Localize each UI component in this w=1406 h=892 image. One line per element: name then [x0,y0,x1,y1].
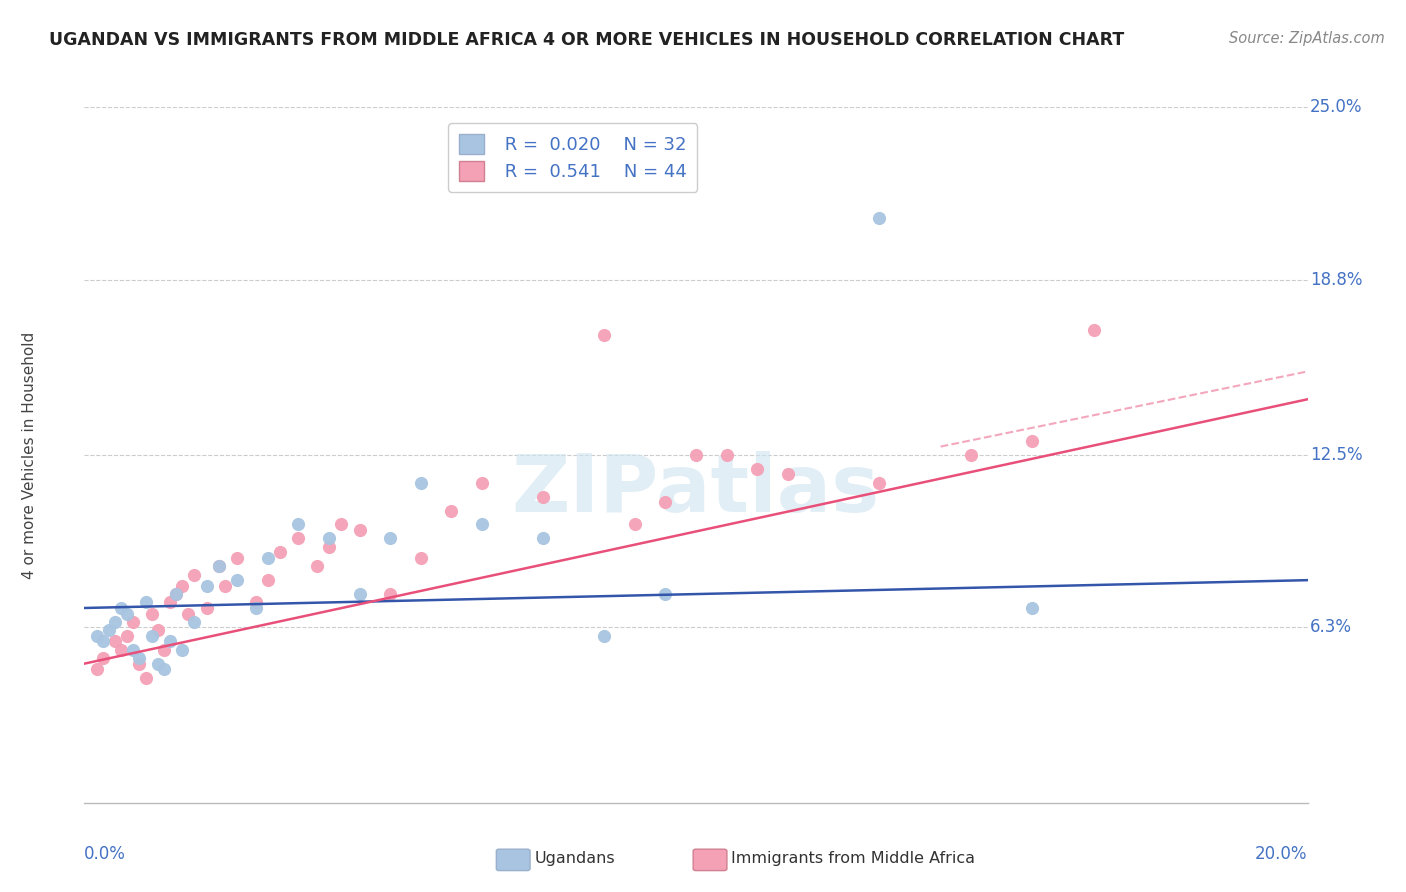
Point [776,467,799,482]
Point [1021,601,1043,615]
Point [409,550,432,565]
Point [226,573,249,587]
Text: ZIPatlas: ZIPatlas [512,450,880,529]
Point [257,573,280,587]
Point [91,634,114,648]
Point [245,601,267,615]
Point [440,503,463,517]
Point [208,559,231,574]
Point [869,475,891,490]
Text: 0.0%: 0.0% [84,845,127,863]
Text: 6.3%: 6.3% [1310,618,1353,637]
Point [349,587,371,601]
Point [624,517,647,532]
Point [146,657,169,671]
Point [380,587,402,601]
Point [135,671,157,685]
Point [122,615,145,629]
Point [471,475,494,490]
Point [409,475,432,490]
Point [531,490,554,504]
Point [654,587,676,601]
Text: 25.0%: 25.0% [1310,98,1362,116]
Point [146,624,169,638]
Point [269,545,291,559]
Point [91,651,114,665]
Point [183,615,205,629]
Point [245,595,267,609]
Point [153,662,176,676]
Point [128,657,150,671]
Text: 18.8%: 18.8% [1310,270,1362,289]
Point [287,517,309,532]
Point [97,624,120,638]
Point [318,540,340,554]
Point [135,595,157,609]
Point [593,629,616,643]
Point [141,629,163,643]
Point [318,532,340,546]
Point [122,642,145,657]
Point [165,587,187,601]
Point [226,550,249,565]
Point [110,642,132,657]
Point [960,448,983,462]
Text: 12.5%: 12.5% [1310,446,1362,464]
Point [128,651,150,665]
Point [257,550,280,565]
Point [1083,323,1105,337]
Point [153,642,176,657]
Point [208,559,231,574]
Point [159,595,181,609]
Point [104,615,127,629]
Point [195,601,218,615]
Text: UGANDAN VS IMMIGRANTS FROM MIDDLE AFRICA 4 OR MORE VEHICLES IN HOUSEHOLD CORRELA: UGANDAN VS IMMIGRANTS FROM MIDDLE AFRICA… [49,31,1125,49]
Point [141,607,163,621]
Text: 20.0%: 20.0% [1256,845,1308,863]
Point [172,642,194,657]
Point [531,532,554,546]
Point [593,328,616,343]
Point [287,532,309,546]
Point [115,629,138,643]
Point [165,587,187,601]
Point [172,579,194,593]
Point [716,448,738,462]
Point [86,629,108,643]
Point [86,662,108,676]
Text: 4 or more Vehicles in Household: 4 or more Vehicles in Household [22,331,37,579]
Point [115,607,138,621]
Point [183,567,205,582]
Point [654,495,676,509]
Point [177,607,200,621]
Legend:  R =  0.020    N = 32,  R =  0.541    N = 44: R = 0.020 N = 32, R = 0.541 N = 44 [449,123,697,192]
Point [159,634,181,648]
Text: Immigrants from Middle Africa: Immigrants from Middle Africa [731,851,976,865]
Point [110,601,132,615]
Text: Ugandans: Ugandans [534,851,614,865]
Text: Source: ZipAtlas.com: Source: ZipAtlas.com [1229,31,1385,46]
Point [349,523,371,537]
Point [380,532,402,546]
Point [1021,434,1043,448]
Point [869,211,891,226]
Point [305,559,328,574]
Point [214,579,236,593]
Point [685,448,707,462]
Point [104,634,127,648]
Point [195,579,218,593]
Point [471,517,494,532]
Point [330,517,353,532]
Point [747,462,769,476]
